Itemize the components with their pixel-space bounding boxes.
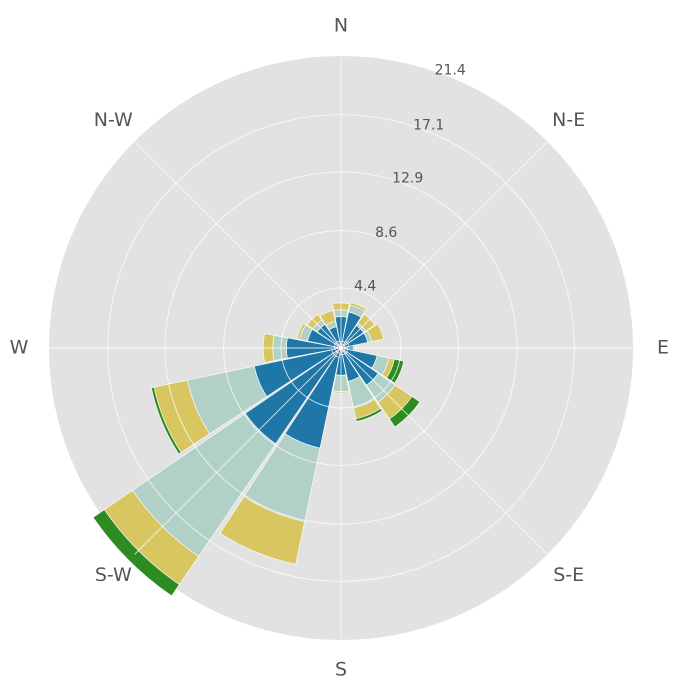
direction-label: N-E [552,109,585,131]
bar-segment [296,322,307,340]
bar-segment [366,323,385,342]
bar-segment [151,386,182,455]
direction-label: W [10,337,29,359]
grid-spoke [134,141,342,349]
bar-segment [219,496,305,565]
direction-label: N-W [94,109,133,131]
grid-spoke [134,347,342,555]
direction-label: N [334,15,348,37]
direction-label: S-E [553,564,584,586]
direction-label: E [657,337,669,359]
radial-tick-label: 17.1 [413,117,444,133]
radial-tick-label: 4.4 [354,279,376,295]
bar-segment [386,358,405,384]
bar-segment [355,408,383,422]
bar-segment [349,302,367,312]
grid-spoke [340,347,548,555]
direction-label: S-W [95,564,132,586]
radial-tick-label: 21.4 [435,63,466,79]
radial-tick-label: 8.6 [375,225,397,241]
radial-tick-label: 12.9 [392,171,423,187]
direction-label: S [335,659,347,681]
bar-segment [319,310,336,326]
grid-spoke [340,141,548,349]
